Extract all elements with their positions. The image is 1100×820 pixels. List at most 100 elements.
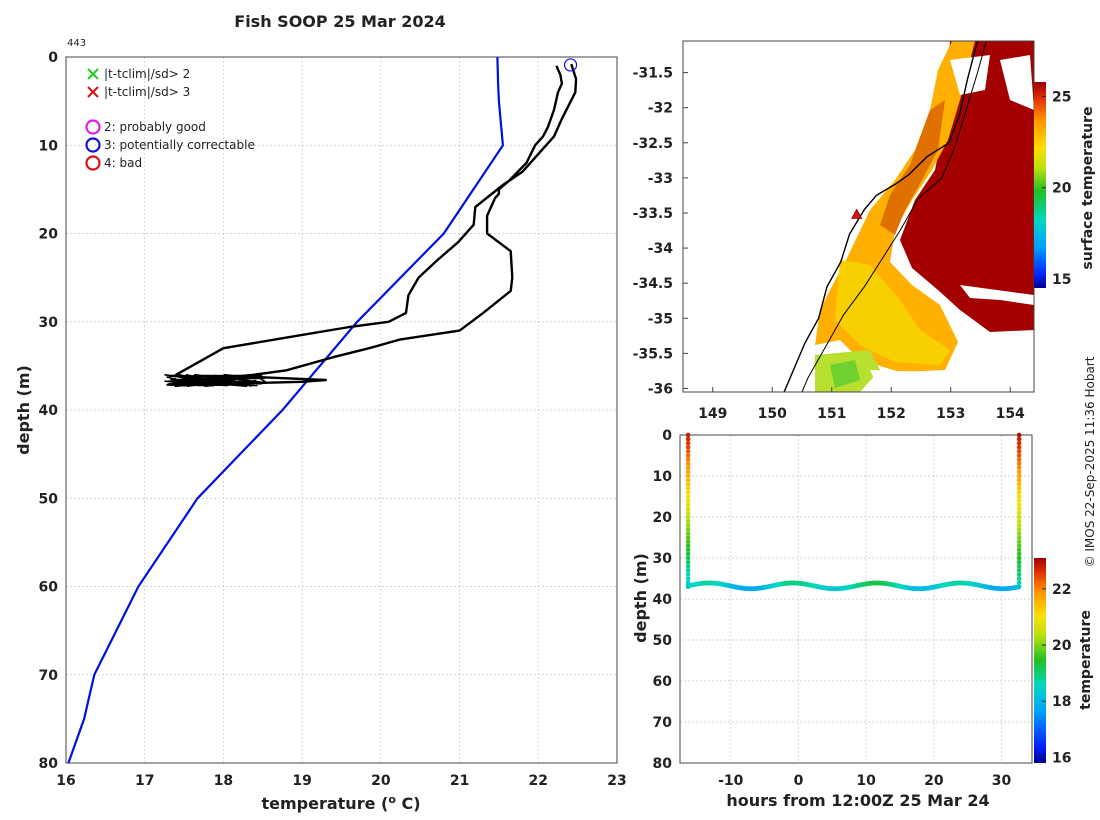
depth-time-grid bbox=[680, 434, 1032, 764]
y-tick-label: 30 bbox=[653, 551, 673, 567]
cloud-mask-4 bbox=[870, 370, 935, 392]
profile-x-axis-label: temperature (o C) bbox=[261, 793, 420, 813]
x-tick-label: 22 bbox=[529, 773, 548, 789]
left-cast-point bbox=[685, 535, 691, 540]
x-tick-label: 0 bbox=[794, 773, 804, 789]
lat-tick-label: -36 bbox=[648, 381, 673, 397]
right-cast-point bbox=[1016, 539, 1022, 544]
y-tick-label: 40 bbox=[653, 592, 673, 608]
right-cast-point bbox=[1016, 547, 1022, 553]
sst-yellow-region bbox=[835, 260, 950, 365]
map-lon-ticks: 149 150 151 152 153 154 bbox=[698, 387, 1025, 422]
right-cast-point bbox=[1016, 572, 1022, 577]
sst-colorbar-tick-label: 20 bbox=[1052, 181, 1072, 197]
legend-qc3-marker bbox=[85, 137, 101, 153]
depth-time-y-axis-label: depth (m) bbox=[631, 553, 650, 643]
right-cast-point bbox=[1016, 432, 1022, 438]
lon-tick-label: 152 bbox=[877, 406, 906, 422]
sst-colorbar-ticks: 15 20 25 bbox=[1042, 90, 1072, 288]
cloud-mask-1 bbox=[960, 285, 1034, 305]
right-cast-point bbox=[1016, 449, 1022, 454]
x-tick-label: 20 bbox=[924, 773, 944, 789]
temperature-colorbar-tick-label: 20 bbox=[1052, 638, 1072, 654]
left-cast-point bbox=[685, 449, 691, 454]
temperature-colorbar-tick-label: 22 bbox=[1052, 582, 1071, 598]
right-cast-point bbox=[1016, 481, 1022, 487]
left-cast-point bbox=[685, 477, 691, 483]
right-cast-point bbox=[1016, 576, 1022, 581]
right-cast-point bbox=[1016, 453, 1022, 458]
drop-triangle bbox=[851, 208, 863, 219]
y-tick-label: 10 bbox=[39, 138, 59, 154]
x-tick-label: 10 bbox=[856, 773, 876, 789]
legend-flag3-marker bbox=[87, 86, 99, 98]
right-cast-point bbox=[1016, 457, 1022, 462]
profile-y-axis-label: depth (m) bbox=[14, 365, 33, 455]
left-cast-point bbox=[685, 527, 691, 532]
left-cast-point bbox=[685, 440, 691, 446]
right-cast-point bbox=[1016, 514, 1022, 520]
temperature-colorbar-ticks: 16 18 20 22 bbox=[1042, 582, 1072, 766]
left-cast-point bbox=[685, 514, 691, 520]
y-tick-label: 50 bbox=[39, 491, 59, 507]
lat-tick-label: -35.5 bbox=[633, 346, 673, 362]
y-tick-label: 20 bbox=[653, 510, 673, 526]
left-cast-point bbox=[685, 457, 691, 462]
y-tick-label: 60 bbox=[39, 580, 59, 596]
left-cast-point bbox=[685, 547, 691, 553]
y-tick-label: 0 bbox=[48, 50, 58, 66]
left-cast-point bbox=[685, 531, 691, 536]
left-cast-point bbox=[685, 436, 691, 442]
left-cast-point bbox=[685, 445, 691, 450]
left-cast-point bbox=[685, 506, 691, 512]
sst-colorbar-tick-label: 25 bbox=[1052, 90, 1071, 106]
left-cast-point bbox=[685, 486, 691, 491]
y-tick-label: 10 bbox=[653, 469, 673, 485]
right-cast-point bbox=[1016, 559, 1022, 565]
lat-tick-label: -32 bbox=[648, 101, 673, 117]
lat-tick-label: -34 bbox=[648, 241, 674, 257]
profile-panel: 16 17 18 19 20 21 22 23 0 10 20 30 40 50 60 70 80 Fish … bbox=[14, 12, 627, 813]
x-tick-label: 21 bbox=[450, 773, 469, 789]
climatology-line bbox=[67, 56, 505, 764]
left-cast-point bbox=[685, 551, 691, 557]
right-cast-point bbox=[1016, 555, 1022, 561]
right-cast-point bbox=[1016, 477, 1022, 483]
legend-qc2-marker bbox=[85, 119, 101, 135]
right-cast-point bbox=[1016, 445, 1022, 450]
left-cast-point bbox=[685, 498, 691, 503]
lat-tick-label: -33.5 bbox=[633, 206, 673, 222]
left-cast-point bbox=[685, 555, 691, 561]
right-cast-point bbox=[1016, 502, 1022, 508]
x-tick-label: 20 bbox=[371, 773, 391, 789]
profile-grid bbox=[65, 56, 618, 764]
left-cast-point bbox=[685, 518, 691, 524]
right-cast-point bbox=[1016, 436, 1022, 442]
depth-time-panel: -10 0 10 20 30 0 10 20 30 40 50 60 70 80 16 18 20 22 te… bbox=[631, 428, 1094, 810]
lon-tick-label: 151 bbox=[817, 406, 846, 422]
temperature-colorbar-tick-label: 18 bbox=[1052, 694, 1071, 710]
y-tick-label: 80 bbox=[39, 756, 59, 772]
depth-time-y-ticks: 0 10 20 30 40 50 60 70 80 bbox=[653, 428, 673, 772]
left-cast-point bbox=[685, 543, 691, 548]
x-tick-label: 23 bbox=[607, 773, 626, 789]
legend-flag2-marker bbox=[87, 68, 99, 80]
left-cast-point bbox=[685, 502, 691, 508]
left-cast-point bbox=[685, 465, 691, 471]
legend-qc3-label: 3: potentially correctable bbox=[104, 138, 255, 152]
temperature-colorbar bbox=[1034, 558, 1046, 763]
x-tick-label: -10 bbox=[718, 773, 744, 789]
shelf-break-line bbox=[801, 41, 987, 392]
y-tick-label: 30 bbox=[39, 315, 59, 331]
sst-colorbar-label: surface temperature bbox=[1080, 106, 1096, 269]
x-tick-label: 18 bbox=[214, 773, 233, 789]
legend: |t-tclim|/sd> 2 |t-tclim|/sd> 3 2: proba… bbox=[85, 67, 255, 171]
lon-tick-label: 154 bbox=[996, 406, 1025, 422]
y-tick-label: 0 bbox=[662, 428, 672, 444]
right-cast-point bbox=[1016, 490, 1022, 495]
y-tick-label: 60 bbox=[653, 674, 673, 690]
sst-colorbar-tick-label: 15 bbox=[1052, 272, 1071, 288]
right-cast-point bbox=[1016, 563, 1022, 569]
left-cast-point bbox=[685, 453, 691, 458]
left-cast-point bbox=[685, 568, 691, 573]
